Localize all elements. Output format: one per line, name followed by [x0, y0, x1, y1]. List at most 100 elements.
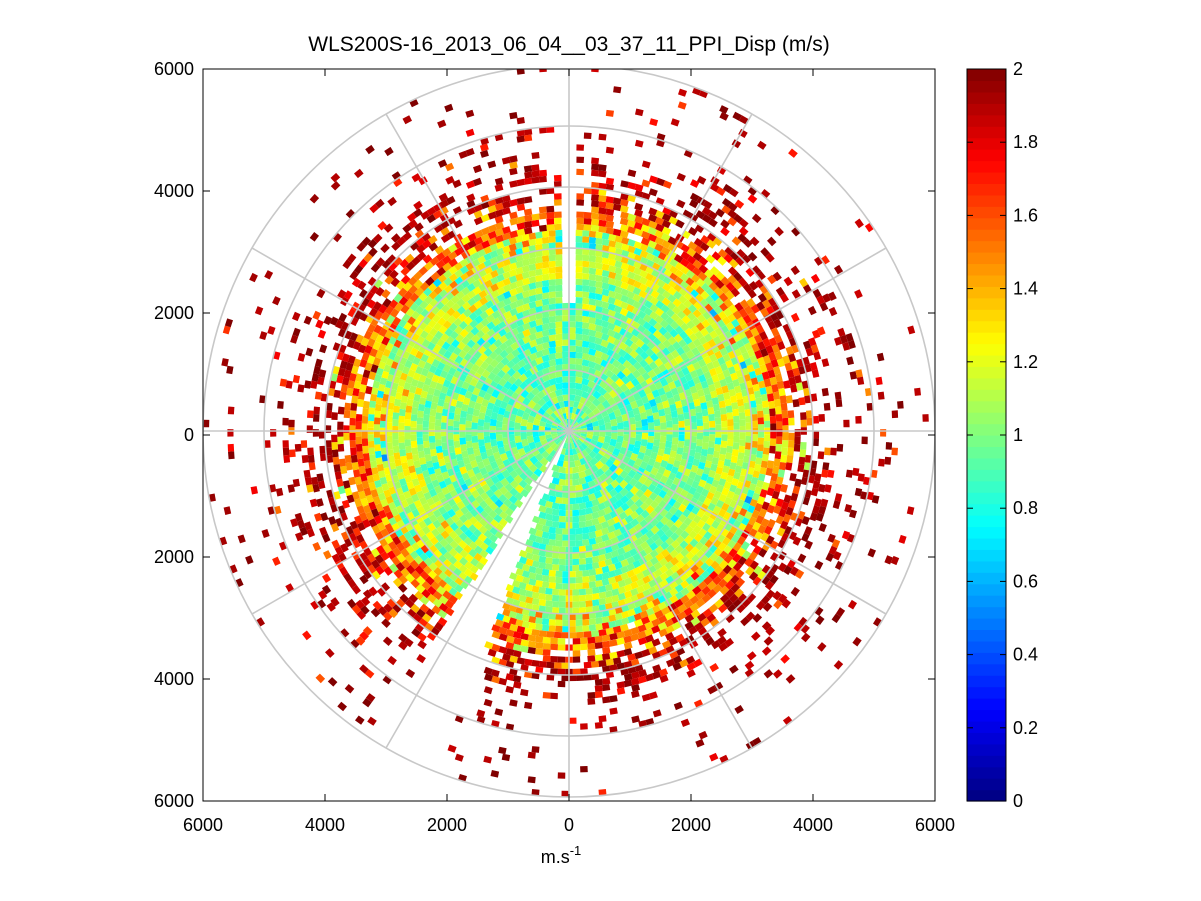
data-cell — [665, 316, 675, 326]
data-cell — [678, 295, 688, 304]
data-cell — [601, 288, 610, 297]
data-cell — [712, 575, 722, 586]
data-cell — [680, 251, 691, 261]
data-cell — [514, 415, 523, 424]
data-cell — [728, 548, 738, 558]
data-cell — [429, 327, 438, 337]
data-cell — [725, 531, 735, 541]
data-cell — [512, 643, 522, 652]
data-cell — [453, 420, 460, 428]
colorbar-band — [967, 400, 1006, 413]
data-cell — [449, 540, 459, 550]
data-cell — [416, 575, 426, 586]
data-cell — [525, 596, 534, 604]
data-cell — [670, 564, 680, 574]
data-cell — [679, 280, 689, 290]
data-cell — [772, 465, 780, 475]
data-cell — [562, 626, 569, 633]
colorbar-band — [967, 526, 1006, 539]
data-cell — [458, 150, 468, 159]
data-cell — [328, 380, 337, 389]
data-cell — [802, 340, 812, 350]
colorbar-band — [967, 480, 1006, 493]
data-cell — [705, 557, 715, 567]
data-cell — [632, 446, 641, 455]
data-cell — [591, 212, 600, 220]
data-cell — [585, 600, 593, 608]
data-cell — [623, 673, 633, 681]
data-cell — [600, 352, 610, 361]
data-cell — [424, 539, 434, 549]
data-cell — [436, 525, 446, 535]
data-cell — [626, 219, 636, 228]
data-cell — [445, 373, 454, 382]
data-cell — [381, 618, 391, 628]
data-cell — [756, 374, 764, 383]
data-cell — [594, 642, 603, 649]
data-cell — [640, 237, 651, 246]
data-cell — [633, 361, 643, 371]
data-cell — [774, 451, 782, 460]
data-cell — [695, 445, 703, 454]
data-cell — [670, 410, 678, 418]
data-cell — [307, 454, 315, 463]
data-cell — [669, 258, 679, 268]
data-cell — [548, 619, 556, 626]
data-cell — [599, 455, 609, 465]
data-cell — [542, 643, 551, 650]
data-cell — [731, 534, 740, 544]
data-cell — [741, 550, 752, 560]
data-cell — [761, 371, 770, 381]
data-cell — [685, 350, 695, 359]
data-cell — [419, 457, 427, 465]
data-cell — [695, 549, 705, 559]
data-cell — [640, 411, 648, 420]
data-cell — [635, 338, 645, 348]
data-cell — [755, 324, 765, 334]
data-cell — [581, 352, 590, 361]
data-cell — [775, 443, 783, 452]
data-cell — [535, 337, 544, 346]
data-cell — [359, 563, 369, 574]
data-cell — [315, 673, 326, 684]
data-cell — [696, 344, 706, 353]
data-cell — [779, 462, 787, 471]
data-cell — [581, 340, 590, 348]
data-cell — [634, 498, 644, 508]
data-cell — [303, 469, 311, 478]
data-cell — [582, 309, 590, 317]
data-cell — [599, 431, 606, 438]
data-cell — [468, 311, 478, 321]
colorbar-band — [967, 549, 1006, 562]
data-cell — [494, 177, 504, 186]
data-cell — [700, 514, 710, 523]
data-cell — [555, 297, 563, 304]
data-cell — [640, 351, 649, 360]
data-cell — [584, 418, 592, 425]
data-cell — [535, 580, 543, 588]
data-cell — [372, 233, 383, 244]
data-cell — [741, 462, 750, 470]
data-cell — [359, 473, 368, 482]
data-cell — [654, 216, 665, 226]
data-cell — [434, 468, 442, 477]
data-cell — [668, 506, 678, 516]
data-cell — [558, 515, 566, 523]
data-cell — [547, 440, 555, 447]
data-cell — [707, 525, 717, 535]
data-cell — [544, 507, 553, 515]
data-cell — [405, 307, 415, 317]
data-cell — [760, 595, 771, 605]
data-cell — [402, 223, 412, 234]
data-cell — [655, 521, 665, 530]
data-cell — [588, 354, 597, 363]
data-cell — [439, 538, 449, 548]
data-cell — [754, 367, 763, 376]
data-cell — [811, 329, 821, 339]
data-cell — [550, 668, 558, 675]
data-cell — [595, 262, 603, 270]
data-cell — [444, 103, 454, 113]
data-cell — [691, 347, 700, 356]
data-cell — [755, 515, 765, 525]
data-cell — [774, 334, 783, 344]
